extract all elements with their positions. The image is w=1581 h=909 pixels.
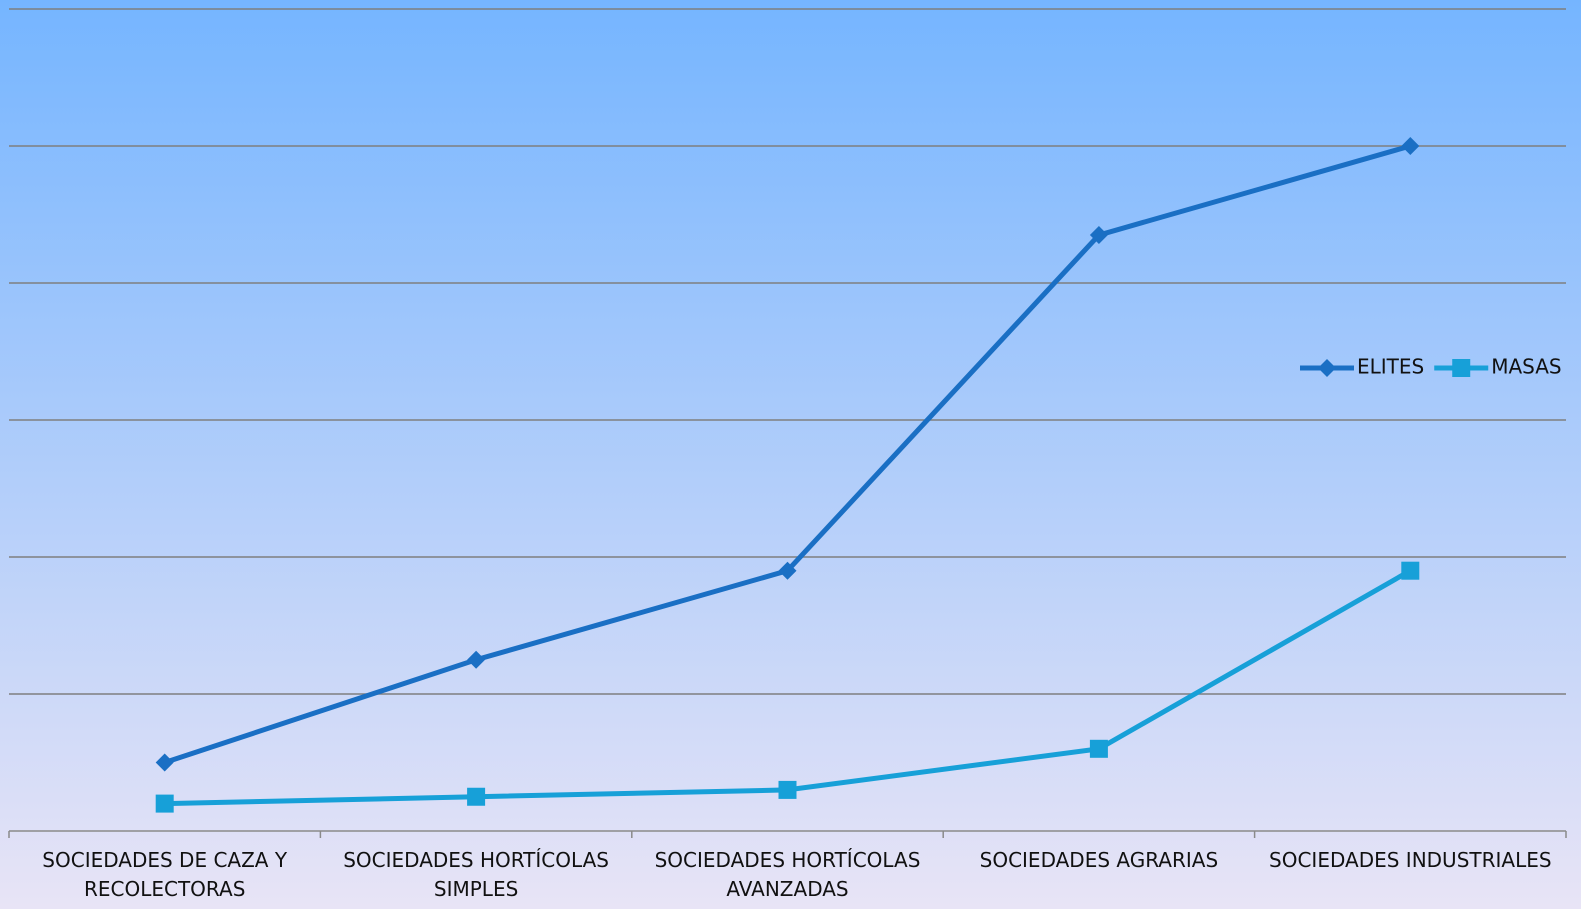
x-tick-label: SOCIEDADES INDUSTRIALES [1269, 848, 1552, 872]
marker [1452, 359, 1471, 377]
x-tick-label: SOCIEDADES HORTÍCOLAS AVANZADAS [654, 848, 921, 901]
marker [1318, 359, 1336, 377]
marker [1089, 739, 1108, 758]
marker [778, 561, 797, 580]
series-line [163, 143, 1411, 765]
marker [155, 794, 174, 813]
marker [778, 780, 797, 799]
legend-label: MASAS [1491, 355, 1561, 379]
marker [1401, 137, 1420, 155]
marker [155, 753, 174, 772]
marker [467, 650, 486, 669]
x-tick-label: SOCIEDADES DE CAZA Y RECOLECTORAS [42, 848, 288, 901]
legend-item: ELITES [1300, 355, 1424, 379]
x-tick-label: SOCIEDADES AGRARIAS [979, 848, 1219, 872]
marker [467, 787, 486, 806]
marker [1401, 561, 1420, 580]
legend-item: MASAS [1434, 355, 1562, 379]
x-tick-label: SOCIEDADES HORTÍCOLAS SIMPLES [343, 848, 609, 901]
marker [1089, 226, 1108, 245]
series-line [164, 568, 1412, 807]
legend-label: ELITES [1357, 355, 1424, 379]
